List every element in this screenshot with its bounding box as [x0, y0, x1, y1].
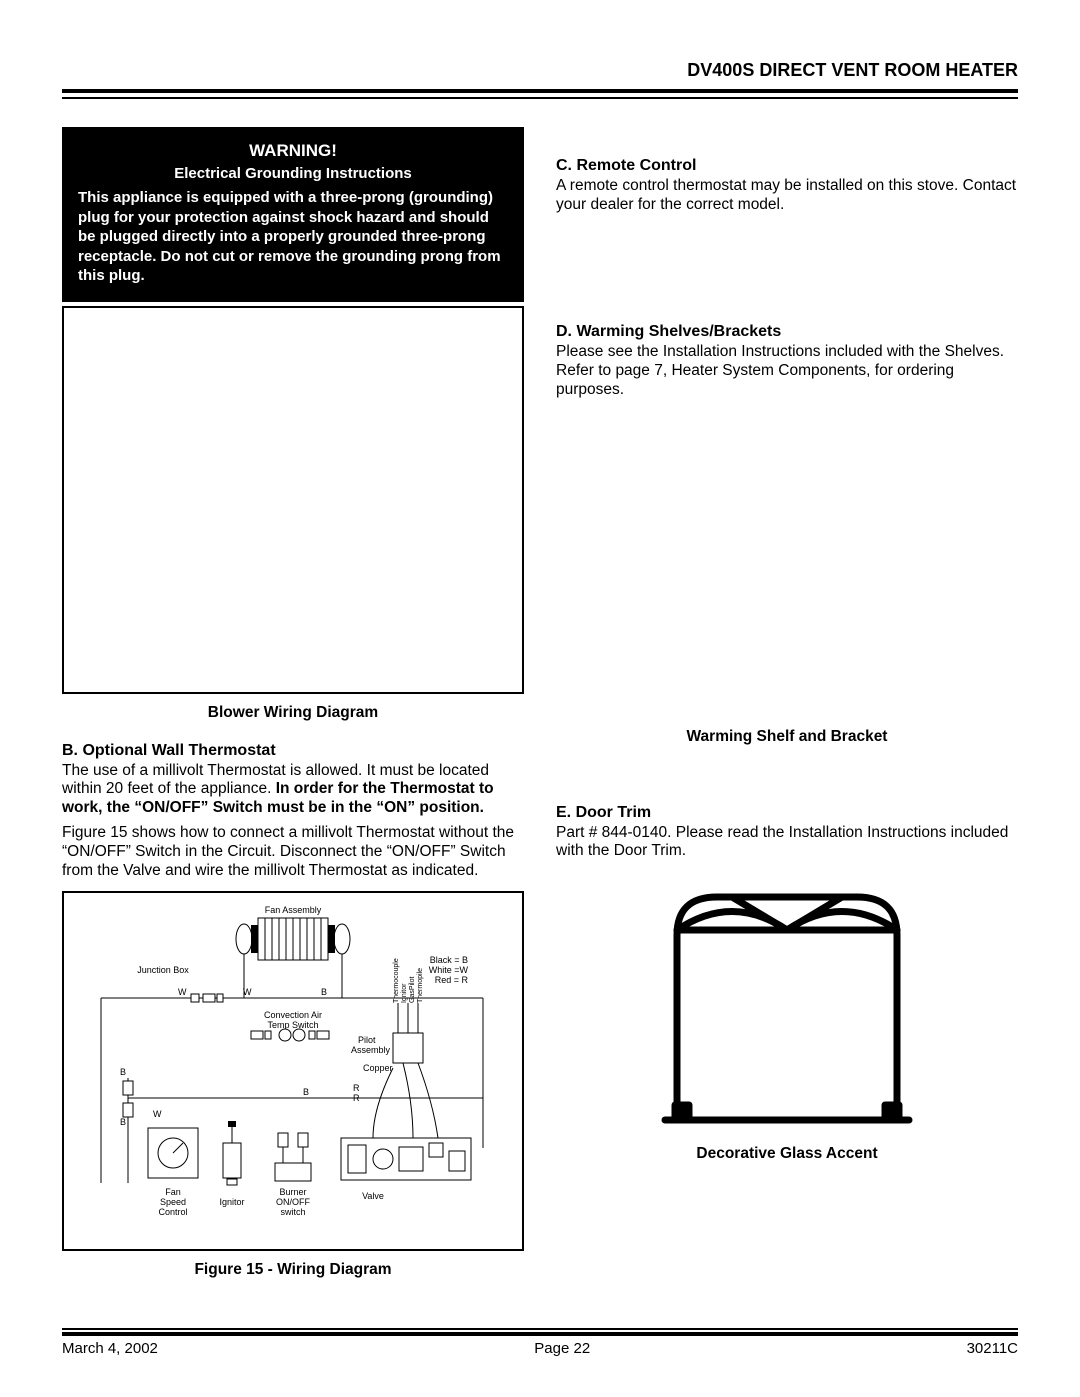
wiring-ignitor: Ignitor — [219, 1197, 244, 1207]
wiring-switch: switch — [280, 1207, 305, 1217]
wiring-label-convection: Convection Air — [264, 1010, 322, 1020]
footer-code: 30211C — [967, 1340, 1018, 1357]
wiring-label-assembly: Assembly — [351, 1045, 391, 1055]
wiring-b-4: B — [120, 1117, 126, 1127]
wiring-label-fan-assembly: Fan Assembly — [265, 905, 322, 915]
header-rule-thick — [62, 89, 1018, 93]
wiring-svg: Fan Assembly Junction Box Black = B Wh — [72, 903, 514, 1243]
wiring-label-junction-box: Junction Box — [137, 965, 189, 975]
figure-15-caption: Figure 15 - Wiring Diagram — [62, 1261, 524, 1279]
wiring-legend-white: White =W — [429, 965, 469, 975]
decorative-caption: Decorative Glass Accent — [696, 1145, 877, 1163]
left-column: WARNING! Electrical Grounding Instructio… — [62, 127, 524, 1279]
wiring-legend-black: Black = B — [430, 955, 468, 965]
section-d-body: Please see the Installation Instructions… — [556, 343, 1018, 400]
blower-diagram-placeholder — [62, 306, 524, 694]
section-b-paragraph-1: The use of a millivolt Thermostat is all… — [62, 762, 524, 819]
wiring-b-2: B — [120, 1067, 126, 1077]
wiring-w-3: W — [153, 1109, 162, 1119]
wiring-label-ignitor-v: Ignitor — [401, 983, 408, 1003]
blower-caption: Blower Wiring Diagram — [62, 704, 524, 722]
wiring-label-pilot: Pilot — [358, 1035, 376, 1045]
header-rule-thin — [62, 97, 1018, 99]
warning-subtitle: Electrical Grounding Instructions — [78, 165, 508, 182]
section-b-paragraph-2: Figure 15 shows how to connect a millivo… — [62, 824, 524, 881]
wiring-b-1: B — [321, 987, 327, 997]
section-c-heading: C. Remote Control — [556, 157, 1018, 175]
wiring-label-copper: Copper — [363, 1063, 393, 1073]
warming-shelf-caption: Warming Shelf and Bracket — [556, 728, 1018, 746]
wiring-b-3: B — [303, 1087, 309, 1097]
section-e-body: Part # 844-0140. Please read the Install… — [556, 824, 1018, 862]
right-column: C. Remote Control A remote control therm… — [556, 127, 1018, 1279]
section-e-heading: E. Door Trim — [556, 804, 1018, 822]
page-footer: March 4, 2002 Page 22 30211C — [62, 1328, 1018, 1357]
footer-rule-thin — [62, 1328, 1018, 1330]
wiring-burner: Burner — [279, 1187, 306, 1197]
wiring-label-tempswitch: Temp Switch — [267, 1020, 318, 1030]
decorative-figure: Decorative Glass Accent — [556, 875, 1018, 1163]
wiring-w-1: W — [178, 987, 187, 997]
page-title: DV400S DIRECT VENT ROOM HEATER — [687, 60, 1018, 81]
decorative-glass-svg — [657, 875, 917, 1135]
wiring-control: Control — [158, 1207, 187, 1217]
wiring-label-thermocouple: Thermocouple — [393, 958, 400, 1003]
wiring-onoff: ON/OFF — [276, 1197, 310, 1207]
footer-date: March 4, 2002 — [62, 1340, 158, 1357]
warning-title: WARNING! — [78, 141, 508, 161]
section-d-heading: D. Warming Shelves/Brackets — [556, 323, 1018, 341]
wiring-legend-red: Red = R — [435, 975, 469, 985]
wiring-fan: Fan — [165, 1187, 181, 1197]
content-columns: WARNING! Electrical Grounding Instructio… — [62, 127, 1018, 1279]
section-b-heading: B. Optional Wall Thermostat — [62, 742, 524, 760]
wiring-label-thermopile: Thermopile — [417, 968, 424, 1003]
warning-body: This appliance is equipped with a three-… — [78, 188, 508, 286]
footer-rule-thick — [62, 1332, 1018, 1336]
wiring-valve: Valve — [362, 1191, 384, 1201]
wiring-r-1: R — [353, 1083, 360, 1093]
wiring-speed: Speed — [160, 1197, 186, 1207]
warning-box: WARNING! Electrical Grounding Instructio… — [62, 127, 524, 302]
wiring-diagram: Fan Assembly Junction Box Black = B Wh — [62, 891, 524, 1251]
wiring-label-gaspilot: GasPilot — [409, 976, 416, 1003]
footer-page: Page 22 — [534, 1340, 590, 1357]
section-c-body: A remote control thermostat may be insta… — [556, 177, 1018, 215]
